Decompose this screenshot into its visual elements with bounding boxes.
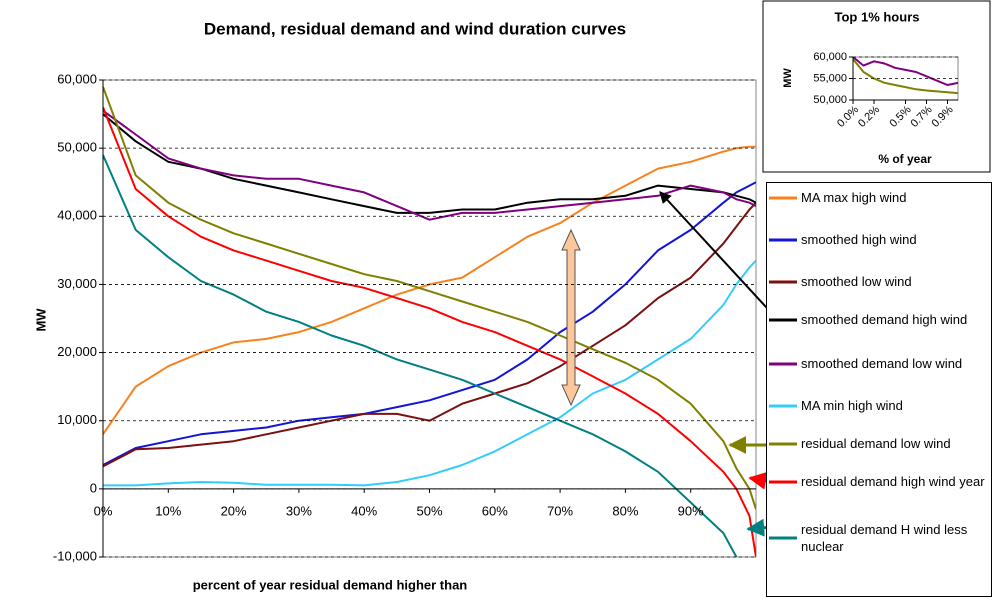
legend-label: residual demand high wind year [801, 474, 985, 489]
y-tick-label: 20,000 [57, 344, 97, 359]
legend-label: smoothed high wind [801, 232, 917, 247]
x-tick-label: 90% [678, 503, 704, 518]
series-line [853, 58, 958, 95]
x-tick-label: 0% [94, 503, 113, 518]
y-axis-label: MW [33, 308, 48, 332]
legend-label: smoothed low wind [801, 274, 912, 289]
legend-label: smoothed demand high wind [801, 312, 968, 327]
legend-swatch [769, 280, 797, 283]
y-tick-label: 40,000 [57, 208, 97, 223]
series-line [103, 106, 756, 557]
legend-label: MA min high wind [801, 398, 903, 413]
series-line [853, 57, 958, 86]
series-line [103, 113, 756, 214]
x-tick-label: 50% [416, 503, 442, 518]
plot-frame [102, 79, 757, 558]
legend-label: MA max high wind [801, 190, 907, 205]
legend-entry: residual demand H wind less nuclear [767, 521, 993, 555]
x-tick-label: 80% [612, 503, 638, 518]
legend: MA max high wind smoothed high wind smooth… [766, 182, 992, 597]
x-tick-label: 60% [482, 503, 508, 518]
series-line [103, 181, 756, 466]
x-tick-label: 70% [547, 503, 573, 518]
x-tick-label: 40% [351, 503, 377, 518]
legend-label: smoothed demand low wind [801, 356, 963, 371]
y-tick-label: 50,000 [57, 140, 97, 155]
legend-entry: residual demand high wind year [767, 473, 993, 490]
legend-entry: smoothed low wind [767, 273, 993, 290]
legend-label: residual demand low wind [801, 436, 951, 451]
y-tick-label: -10,000 [53, 548, 97, 563]
y-tick-label: 10,000 [57, 412, 97, 427]
legend-swatch [769, 404, 797, 407]
inset-x-label: % of year [878, 152, 932, 166]
x-tick-label: 10% [155, 503, 181, 518]
x-tick-label: 30% [286, 503, 312, 518]
x-axis-label: percent of year residual demand higher t… [193, 577, 468, 592]
y-tick-label: 0 [90, 480, 97, 495]
legend-entry: smoothed high wind [767, 231, 993, 248]
double-arrow [561, 228, 581, 407]
inset-y-label: MW [782, 68, 794, 88]
legend-swatch [769, 196, 797, 199]
legend-swatch [769, 480, 797, 483]
series-line [103, 259, 756, 487]
x-tick-label: 20% [221, 503, 247, 518]
legend-entry: smoothed demand low wind [767, 355, 993, 372]
legend-swatch [769, 238, 797, 241]
legend-entry: smoothed demand high wind [767, 311, 993, 328]
legend-swatch [769, 442, 797, 445]
inset-title: Top 1% hours [835, 9, 920, 24]
y-tick-label: 60,000 [57, 71, 97, 86]
chart-title: Demand, residual demand and wind duratio… [204, 19, 626, 38]
legend-label: residual demand H wind less nuclear [801, 522, 968, 554]
inset-marks [853, 57, 958, 95]
series-line [103, 109, 756, 221]
legend-swatch [769, 362, 797, 365]
y-tick-label: 50,000 [813, 94, 847, 106]
series-line [103, 202, 756, 468]
y-tick-label: 30,000 [57, 276, 97, 291]
plot-marks [103, 86, 756, 557]
legend-swatch [769, 536, 797, 540]
legend-entry: MA max high wind [767, 189, 993, 206]
legend-swatch [769, 318, 797, 321]
pointer-arrow [659, 191, 779, 321]
legend-entry: residual demand low wind [767, 435, 993, 452]
y-tick-label: 60,000 [813, 51, 847, 63]
series-line [103, 145, 756, 435]
inset-frame [762, 0, 991, 173]
y-tick-label: 55,000 [813, 72, 847, 84]
series-line [103, 86, 756, 510]
legend-entry: MA min high wind [767, 397, 993, 414]
series-line [103, 154, 738, 557]
